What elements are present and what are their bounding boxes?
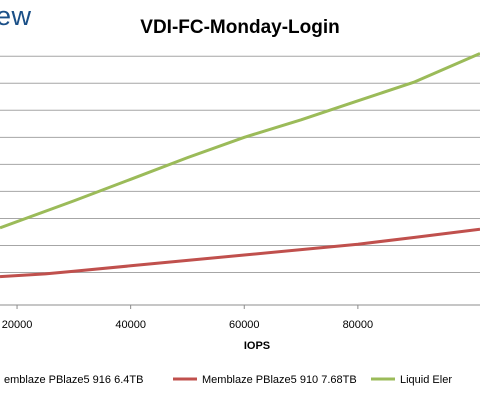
chart-title: VDI-FC-Monday-Login bbox=[140, 17, 339, 38]
x-tick-label: 60000 bbox=[229, 319, 260, 331]
x-axis-label: IOPS bbox=[244, 340, 270, 352]
gridlines bbox=[0, 55, 480, 306]
legend-label-0: emblaze PBlaze5 916 6.4TB bbox=[4, 374, 143, 386]
series-line-1 bbox=[0, 227, 480, 279]
series-lines bbox=[0, 52, 480, 279]
legend-label-1: Memblaze PBlaze5 910 7.68TB bbox=[202, 374, 357, 386]
x-tick-label: 40000 bbox=[115, 319, 146, 331]
legend: emblaze PBlaze5 916 6.4TB Memblaze PBlaze… bbox=[4, 374, 452, 386]
series-line-2 bbox=[0, 52, 480, 230]
legend-label-2: Liquid Eler bbox=[400, 374, 452, 386]
logo-text: ew bbox=[0, 1, 32, 31]
x-tick-label: 20000 bbox=[2, 319, 33, 331]
x-tick-labels: 20000 40000 60000 80000 bbox=[2, 305, 373, 331]
x-tick-label: 80000 bbox=[343, 319, 374, 331]
